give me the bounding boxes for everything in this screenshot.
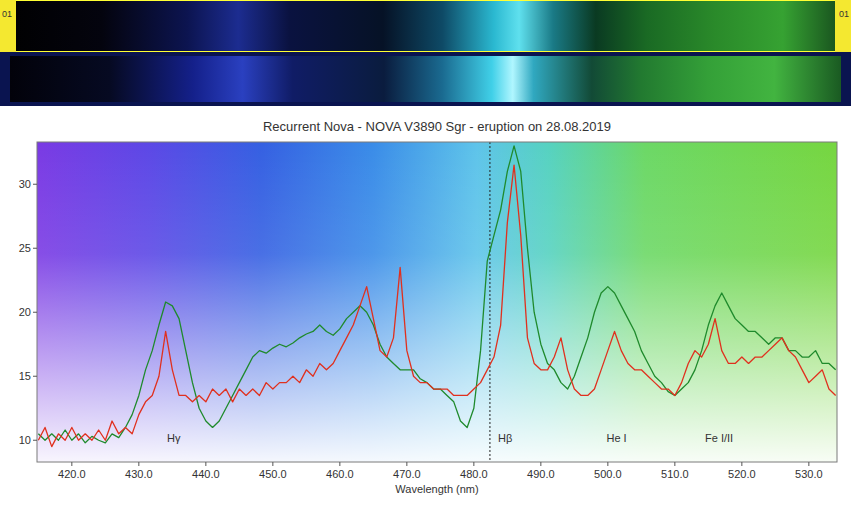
y-tick-label: 30 (19, 178, 31, 190)
spectrum-strip (10, 56, 841, 102)
y-tick-label: 25 (19, 242, 31, 254)
x-tick-label: 450.0 (259, 468, 287, 480)
x-tick (205, 462, 206, 466)
series-line (38, 146, 835, 443)
x-tick (272, 462, 273, 466)
strip-tag (0, 0, 16, 52)
x-tick-label: 490.0 (527, 468, 555, 480)
spectrum-strip (0, 0, 851, 52)
x-tick (406, 462, 407, 466)
annotation: He I (607, 432, 627, 444)
x-tick-label: 460.0 (326, 468, 354, 480)
plot-background (37, 142, 837, 462)
x-tick (607, 462, 608, 466)
x-tick (339, 462, 340, 466)
y-tick (33, 312, 37, 313)
x-tick (473, 462, 474, 466)
x-tick-label: 480.0 (460, 468, 488, 480)
x-tick-label: 520.0 (728, 468, 756, 480)
x-tick (71, 462, 72, 466)
x-tick-label: 440.0 (192, 468, 220, 480)
annotation: Fe I/II (705, 432, 733, 444)
reference-line (489, 142, 490, 462)
y-tick (33, 376, 37, 377)
x-tick-label: 420.0 (58, 468, 86, 480)
strip-border (1, 1, 851, 52)
x-tick-label: 510.0 (661, 468, 689, 480)
strip-frame (0, 52, 851, 106)
plot-frame (37, 142, 837, 462)
y-tick (33, 440, 37, 441)
strip-label: 01 (839, 9, 849, 19)
plot-marks (38, 142, 835, 462)
chart: 01 01 Recurrent Nova - NOVA V3890 Sgr - er… (0, 0, 851, 509)
x-tick-label: 430.0 (125, 468, 153, 480)
x-tick-label: 530.0 (795, 468, 823, 480)
x-tick (674, 462, 675, 466)
x-axis-title: Wavelength (nm) (395, 483, 478, 495)
strip-label: 01 (2, 9, 12, 19)
x-tick (138, 462, 139, 466)
x-tick (808, 462, 809, 466)
plot-background-fade (37, 142, 837, 462)
y-tick-label: 15 (19, 370, 31, 382)
y-tick (33, 184, 37, 185)
x-tick-label: 470.0 (393, 468, 421, 480)
title: Recurrent Nova - NOVA V3890 Sgr - erupti… (263, 119, 611, 134)
annotation: Hβ (498, 432, 512, 444)
strip-tag (835, 0, 851, 52)
series-line (38, 165, 835, 447)
x-tick-label: 500.0 (594, 468, 622, 480)
annotation: Hγ (167, 432, 181, 444)
y-tick-label: 20 (19, 306, 31, 318)
y-tick (33, 248, 37, 249)
y-tick-label: 10 (19, 434, 31, 446)
x-tick (540, 462, 541, 466)
x-tick (741, 462, 742, 466)
